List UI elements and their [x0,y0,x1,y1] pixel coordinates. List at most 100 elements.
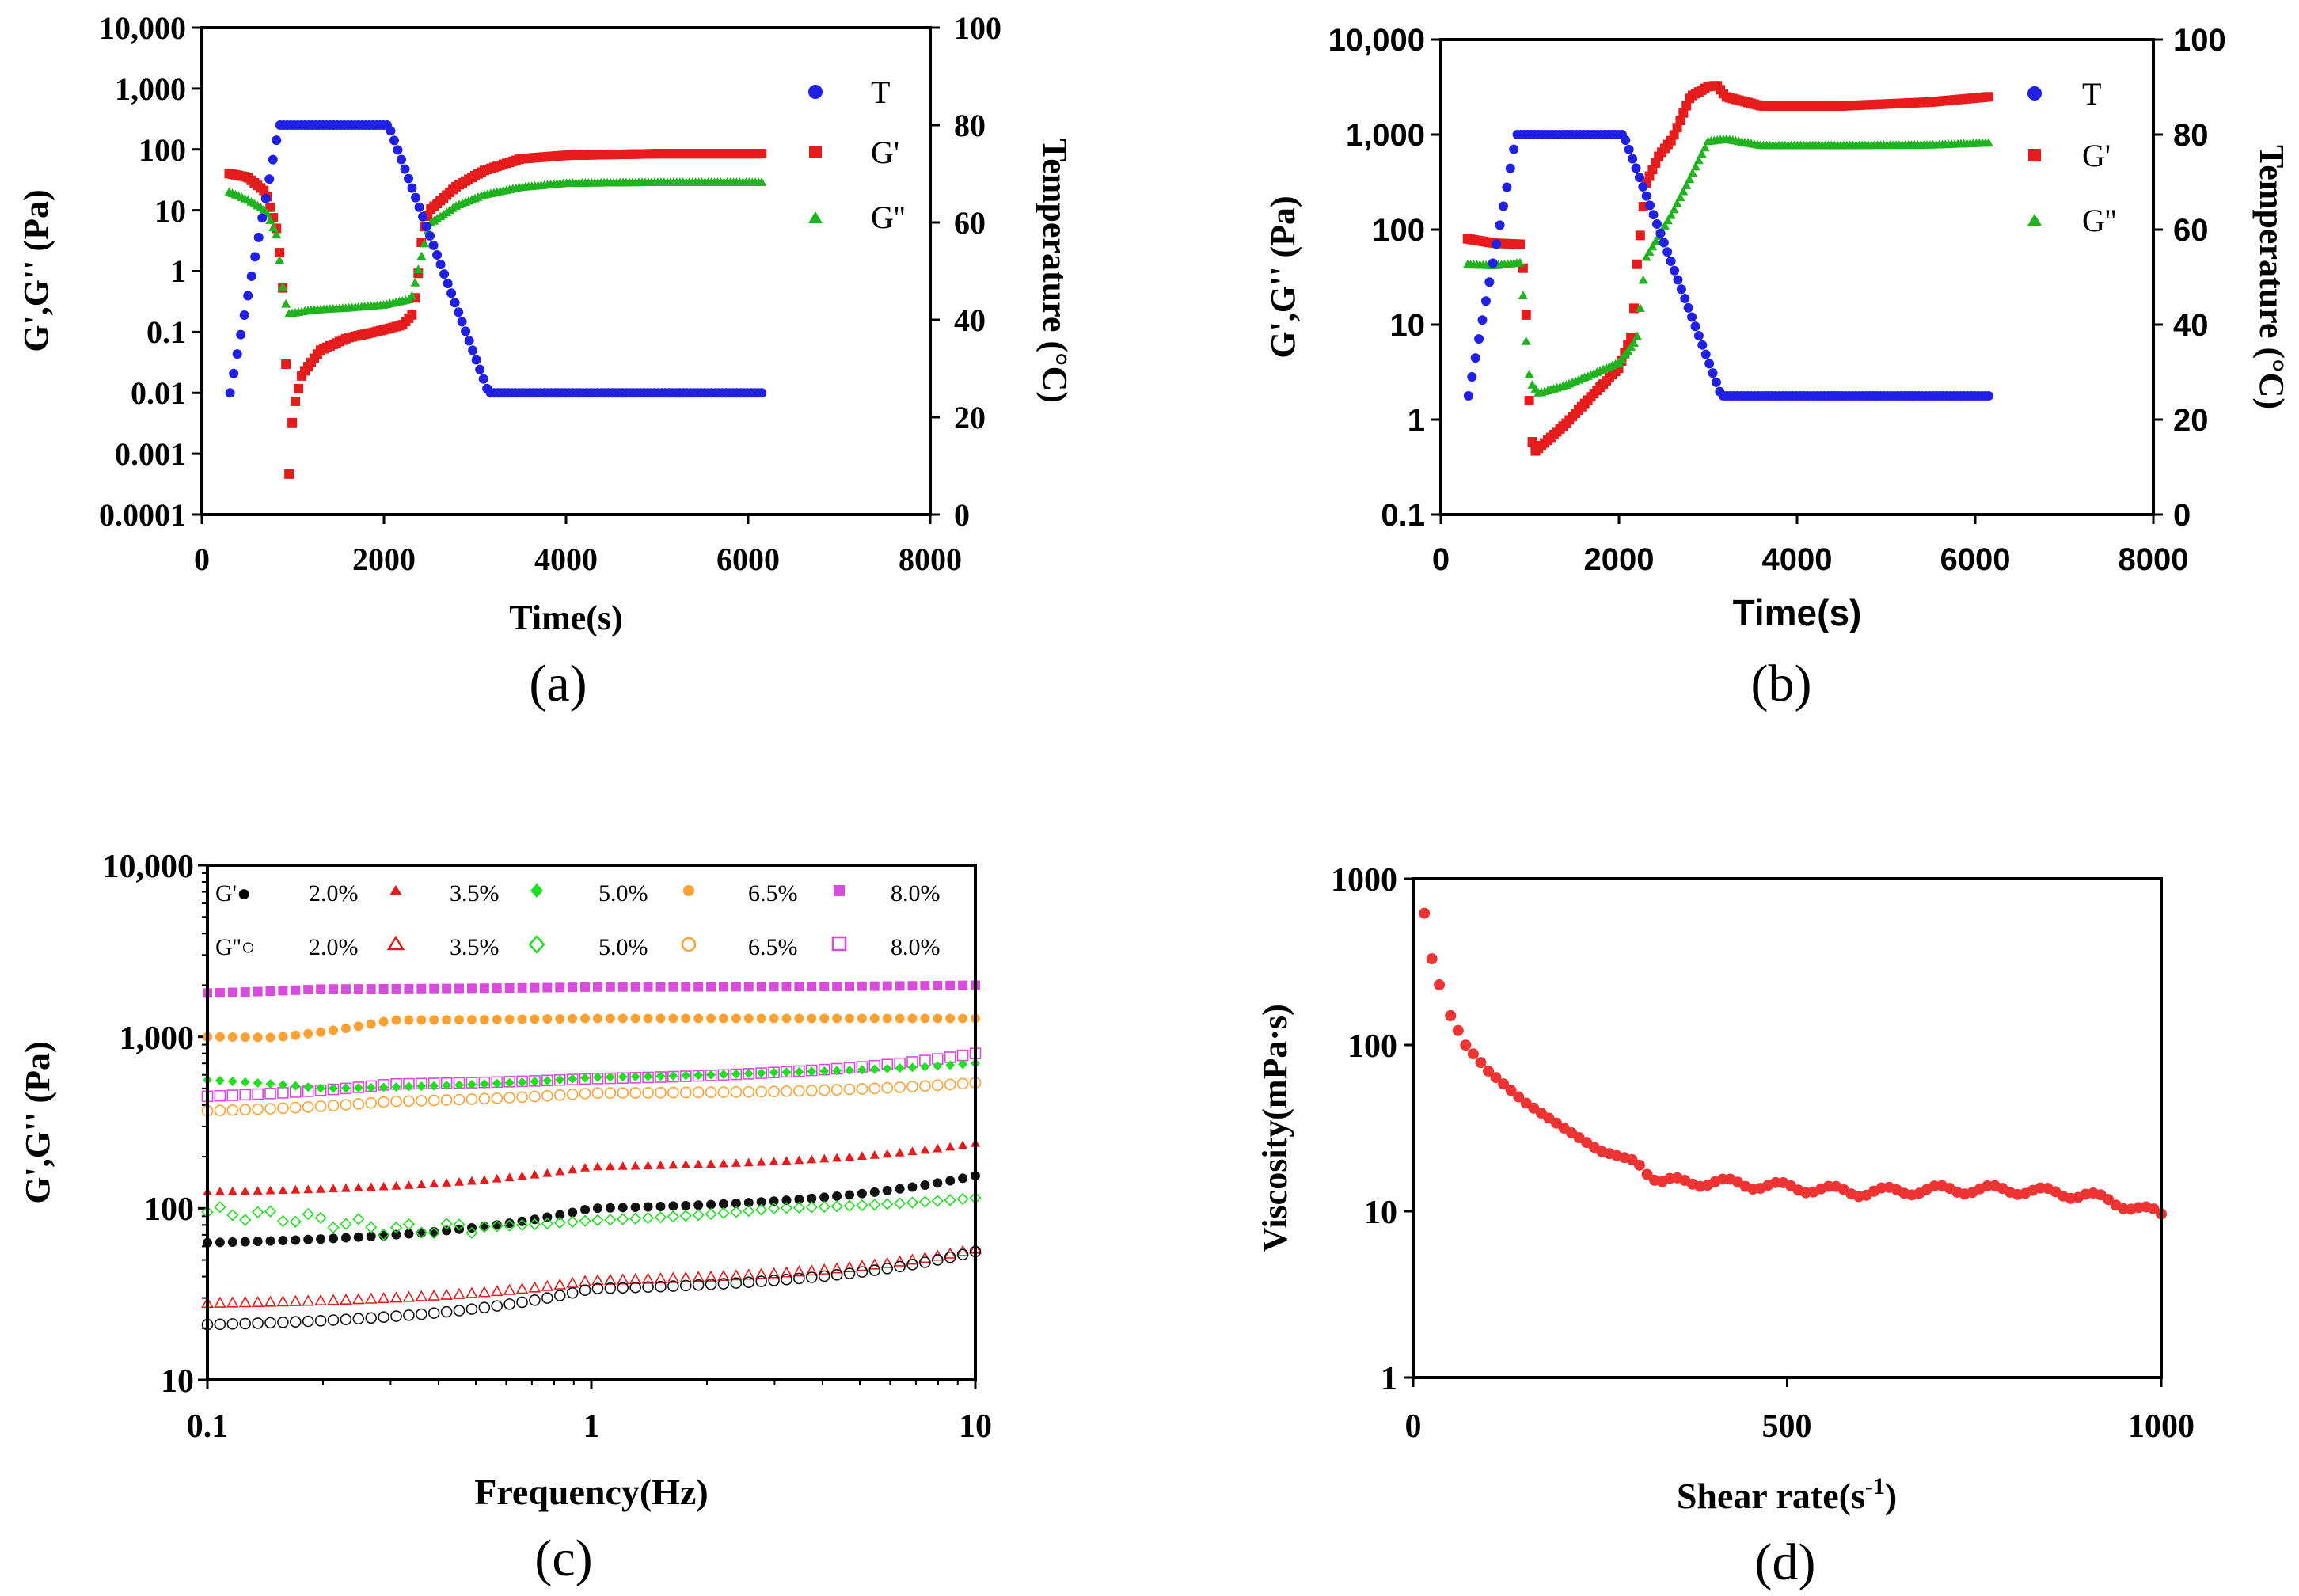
data-point [591,1274,604,1286]
legend-marker-6.5-storage [683,885,694,896]
x-tick: 10 [959,1408,992,1445]
data-point [694,1159,704,1168]
data-point [907,1182,918,1192]
data-point [1680,294,1690,304]
data-point [215,1237,225,1248]
data-point [895,981,905,991]
data-point [529,1294,541,1306]
data-point [479,1079,489,1089]
data-point [630,982,640,992]
data-point [856,1083,868,1095]
data-point [881,1198,894,1210]
data-point [1669,204,1679,214]
data-point [1682,101,1692,111]
panel-b-frame [1439,38,2155,516]
data-point [492,1173,502,1183]
data-point [1683,302,1693,313]
data-point [603,1273,617,1285]
data-point [844,1190,854,1200]
data-point [553,1074,566,1086]
panel-c-x-ticks: 0.1 1 10 [187,1408,992,1445]
data-point [868,1264,881,1276]
data-point [706,1070,716,1080]
data-point [843,1267,856,1279]
data-point [743,1013,754,1024]
data-point [844,1065,854,1075]
data-point [843,1199,856,1212]
data-point [579,1214,591,1227]
data-point [818,1084,830,1096]
x-tick: 4000 [1762,542,1833,577]
legend-label-2.0-loss: 2.0% [309,934,359,960]
data-point [807,1013,817,1024]
x-tick: 0 [1405,1408,1422,1445]
legend-marker-8.0-loss [831,936,847,952]
legend-label-6.5-loss: 6.5% [748,934,798,960]
panel-d-caption: (d) [1755,1533,1816,1591]
data-point [743,1198,754,1208]
data-point [580,1073,591,1083]
data-point [240,1077,250,1087]
data-point [442,1081,452,1091]
data-point [316,1234,326,1244]
panel-b-right-ticks: 100 80 60 40 20 0 [2173,23,2226,533]
data-point [316,984,326,994]
data-point [805,1085,818,1096]
legend-label-G1: G' [871,135,899,170]
data-point [504,1219,516,1232]
data-point [580,1205,591,1215]
data-point [604,1214,617,1226]
data-point [226,1296,239,1308]
data-point [794,1066,804,1077]
data-point [303,985,314,995]
series-storage-6.5% [203,1013,980,1043]
data-point [428,1094,440,1107]
data-point [428,1226,440,1240]
data-point [681,1160,691,1168]
data-point [226,1318,239,1330]
data-point [253,1186,263,1195]
data-point [830,1269,843,1281]
data-point [1676,284,1686,294]
data-point [893,1255,906,1267]
data-point [1467,372,1477,382]
data-point [1426,953,1438,965]
data-point [353,1083,363,1093]
data-point [832,1066,842,1076]
panel-a-legend: T G' G'' [808,74,905,235]
data-point [1521,310,1531,320]
data-point [617,1213,629,1226]
data-point [542,982,553,993]
data-point [402,1218,416,1231]
data-point [819,982,830,992]
data-point [881,1263,893,1275]
data-point [1474,334,1484,344]
data-point [214,1089,226,1102]
data-point [618,1161,628,1170]
data-point [278,986,288,996]
data-point [1490,1072,1502,1084]
y-tick: 10 [1390,308,1426,343]
data-point [226,1089,239,1101]
data-point [643,1161,653,1170]
panel-d: 0 500 1000 1000 100 10 1 Shear rate(s-1)… [1256,862,2194,1591]
data-point [466,1015,477,1025]
data-point [365,1221,378,1233]
data-point [478,1092,491,1105]
data-point [329,1083,339,1093]
data-point [781,1273,792,1286]
data-point [568,1074,578,1084]
data-point [542,1014,553,1024]
data-point [327,1100,340,1112]
data-point [1634,1159,1646,1171]
y-tick: 1,000 [1346,118,1425,153]
data-point [679,1210,692,1222]
data-point [240,987,250,998]
data-point [390,1291,403,1303]
data-point [945,1013,956,1024]
data-point [471,355,481,365]
data-point [1655,228,1666,238]
data-point [579,1275,591,1286]
data-point [958,1013,968,1024]
data-point [1505,163,1515,173]
